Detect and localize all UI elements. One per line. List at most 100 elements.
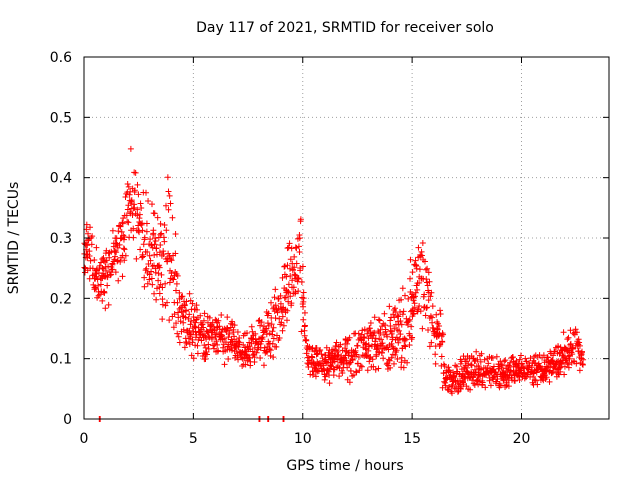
- data-point: [248, 323, 255, 330]
- data-point: [412, 289, 419, 296]
- data-point: [376, 317, 383, 324]
- data-point: [109, 227, 116, 234]
- data-point: [446, 383, 453, 390]
- data-point: [507, 367, 514, 374]
- data-point: [569, 345, 576, 352]
- data-point: [124, 180, 131, 187]
- data-point: [463, 358, 470, 365]
- data-point: [186, 311, 193, 318]
- data-point: [241, 344, 248, 351]
- data-point: [128, 197, 135, 204]
- data-point: [407, 275, 414, 282]
- data-point: [425, 327, 432, 334]
- data-point: [235, 338, 242, 345]
- data-point: [429, 319, 436, 326]
- data-point: [364, 330, 371, 337]
- data-point: [151, 210, 158, 217]
- data-point: [579, 361, 586, 368]
- data-point: [158, 271, 165, 278]
- data-point: [175, 333, 182, 340]
- data-point: [477, 358, 484, 365]
- data-point: [307, 371, 314, 378]
- data-point: [370, 363, 377, 370]
- data-point: [437, 311, 444, 318]
- data-point: [163, 202, 170, 209]
- data-point: [257, 322, 264, 329]
- data-point: [291, 264, 298, 271]
- data-point: [563, 357, 570, 364]
- data-point: [417, 308, 424, 315]
- y-axis-label: SRMTID / TECUs: [6, 182, 22, 295]
- data-point: [91, 256, 98, 263]
- data-points: [81, 145, 587, 422]
- data-point: [279, 313, 286, 320]
- data-point: [211, 345, 218, 352]
- data-point: [280, 322, 287, 329]
- data-point: [326, 380, 333, 387]
- x-tick-label: 20: [513, 431, 531, 447]
- data-point: [285, 244, 292, 251]
- data-point: [162, 280, 169, 287]
- data-point: [122, 193, 129, 200]
- data-point: [253, 349, 260, 356]
- data-point: [397, 318, 404, 325]
- data-point: [442, 382, 449, 389]
- data-point: [391, 325, 398, 332]
- data-point: [156, 290, 163, 297]
- data-point: [402, 343, 409, 350]
- data-point: [398, 321, 405, 328]
- data-point: [94, 276, 101, 283]
- data-point: [209, 335, 216, 342]
- data-point: [140, 241, 147, 248]
- data-point: [292, 272, 299, 279]
- data-point: [145, 261, 152, 268]
- data-point: [181, 344, 188, 351]
- data-point: [327, 362, 334, 369]
- data-point: [441, 362, 448, 369]
- data-point: [170, 276, 177, 283]
- data-point: [296, 235, 303, 242]
- data-point: [242, 361, 249, 368]
- data-point: [224, 314, 231, 321]
- data-point: [387, 364, 394, 371]
- data-point: [136, 211, 143, 218]
- data-point: [144, 280, 151, 287]
- x-tick-label: 5: [189, 431, 198, 447]
- data-point: [152, 238, 159, 245]
- data-point: [154, 214, 161, 221]
- data-point: [422, 312, 429, 319]
- data-point: [392, 305, 399, 312]
- data-point: [191, 323, 198, 330]
- data-point: [92, 270, 99, 277]
- data-point: [273, 343, 280, 350]
- data-point: [205, 345, 212, 352]
- data-point: [543, 374, 550, 381]
- data-point: [183, 298, 190, 305]
- data-point: [545, 363, 552, 370]
- data-point: [335, 351, 342, 358]
- data-point: [387, 327, 394, 334]
- data-point: [363, 340, 370, 347]
- data-point: [295, 275, 302, 282]
- data-point: [110, 243, 117, 250]
- data-point: [181, 302, 188, 309]
- data-point: [96, 291, 103, 298]
- data-point: [419, 325, 426, 332]
- data-point: [388, 354, 395, 361]
- data-point: [449, 381, 456, 388]
- data-point: [379, 340, 386, 347]
- data-point: [143, 265, 150, 272]
- data-point: [286, 265, 293, 272]
- data-point: [299, 263, 306, 270]
- data-point: [84, 242, 91, 249]
- data-point: [450, 369, 457, 376]
- data-point: [295, 243, 302, 250]
- data-point: [348, 352, 355, 359]
- data-point: [397, 331, 404, 338]
- data-point: [165, 206, 172, 213]
- data-point: [407, 256, 414, 263]
- data-point: [409, 269, 416, 276]
- data-point: [118, 228, 125, 235]
- data-point: [155, 270, 162, 277]
